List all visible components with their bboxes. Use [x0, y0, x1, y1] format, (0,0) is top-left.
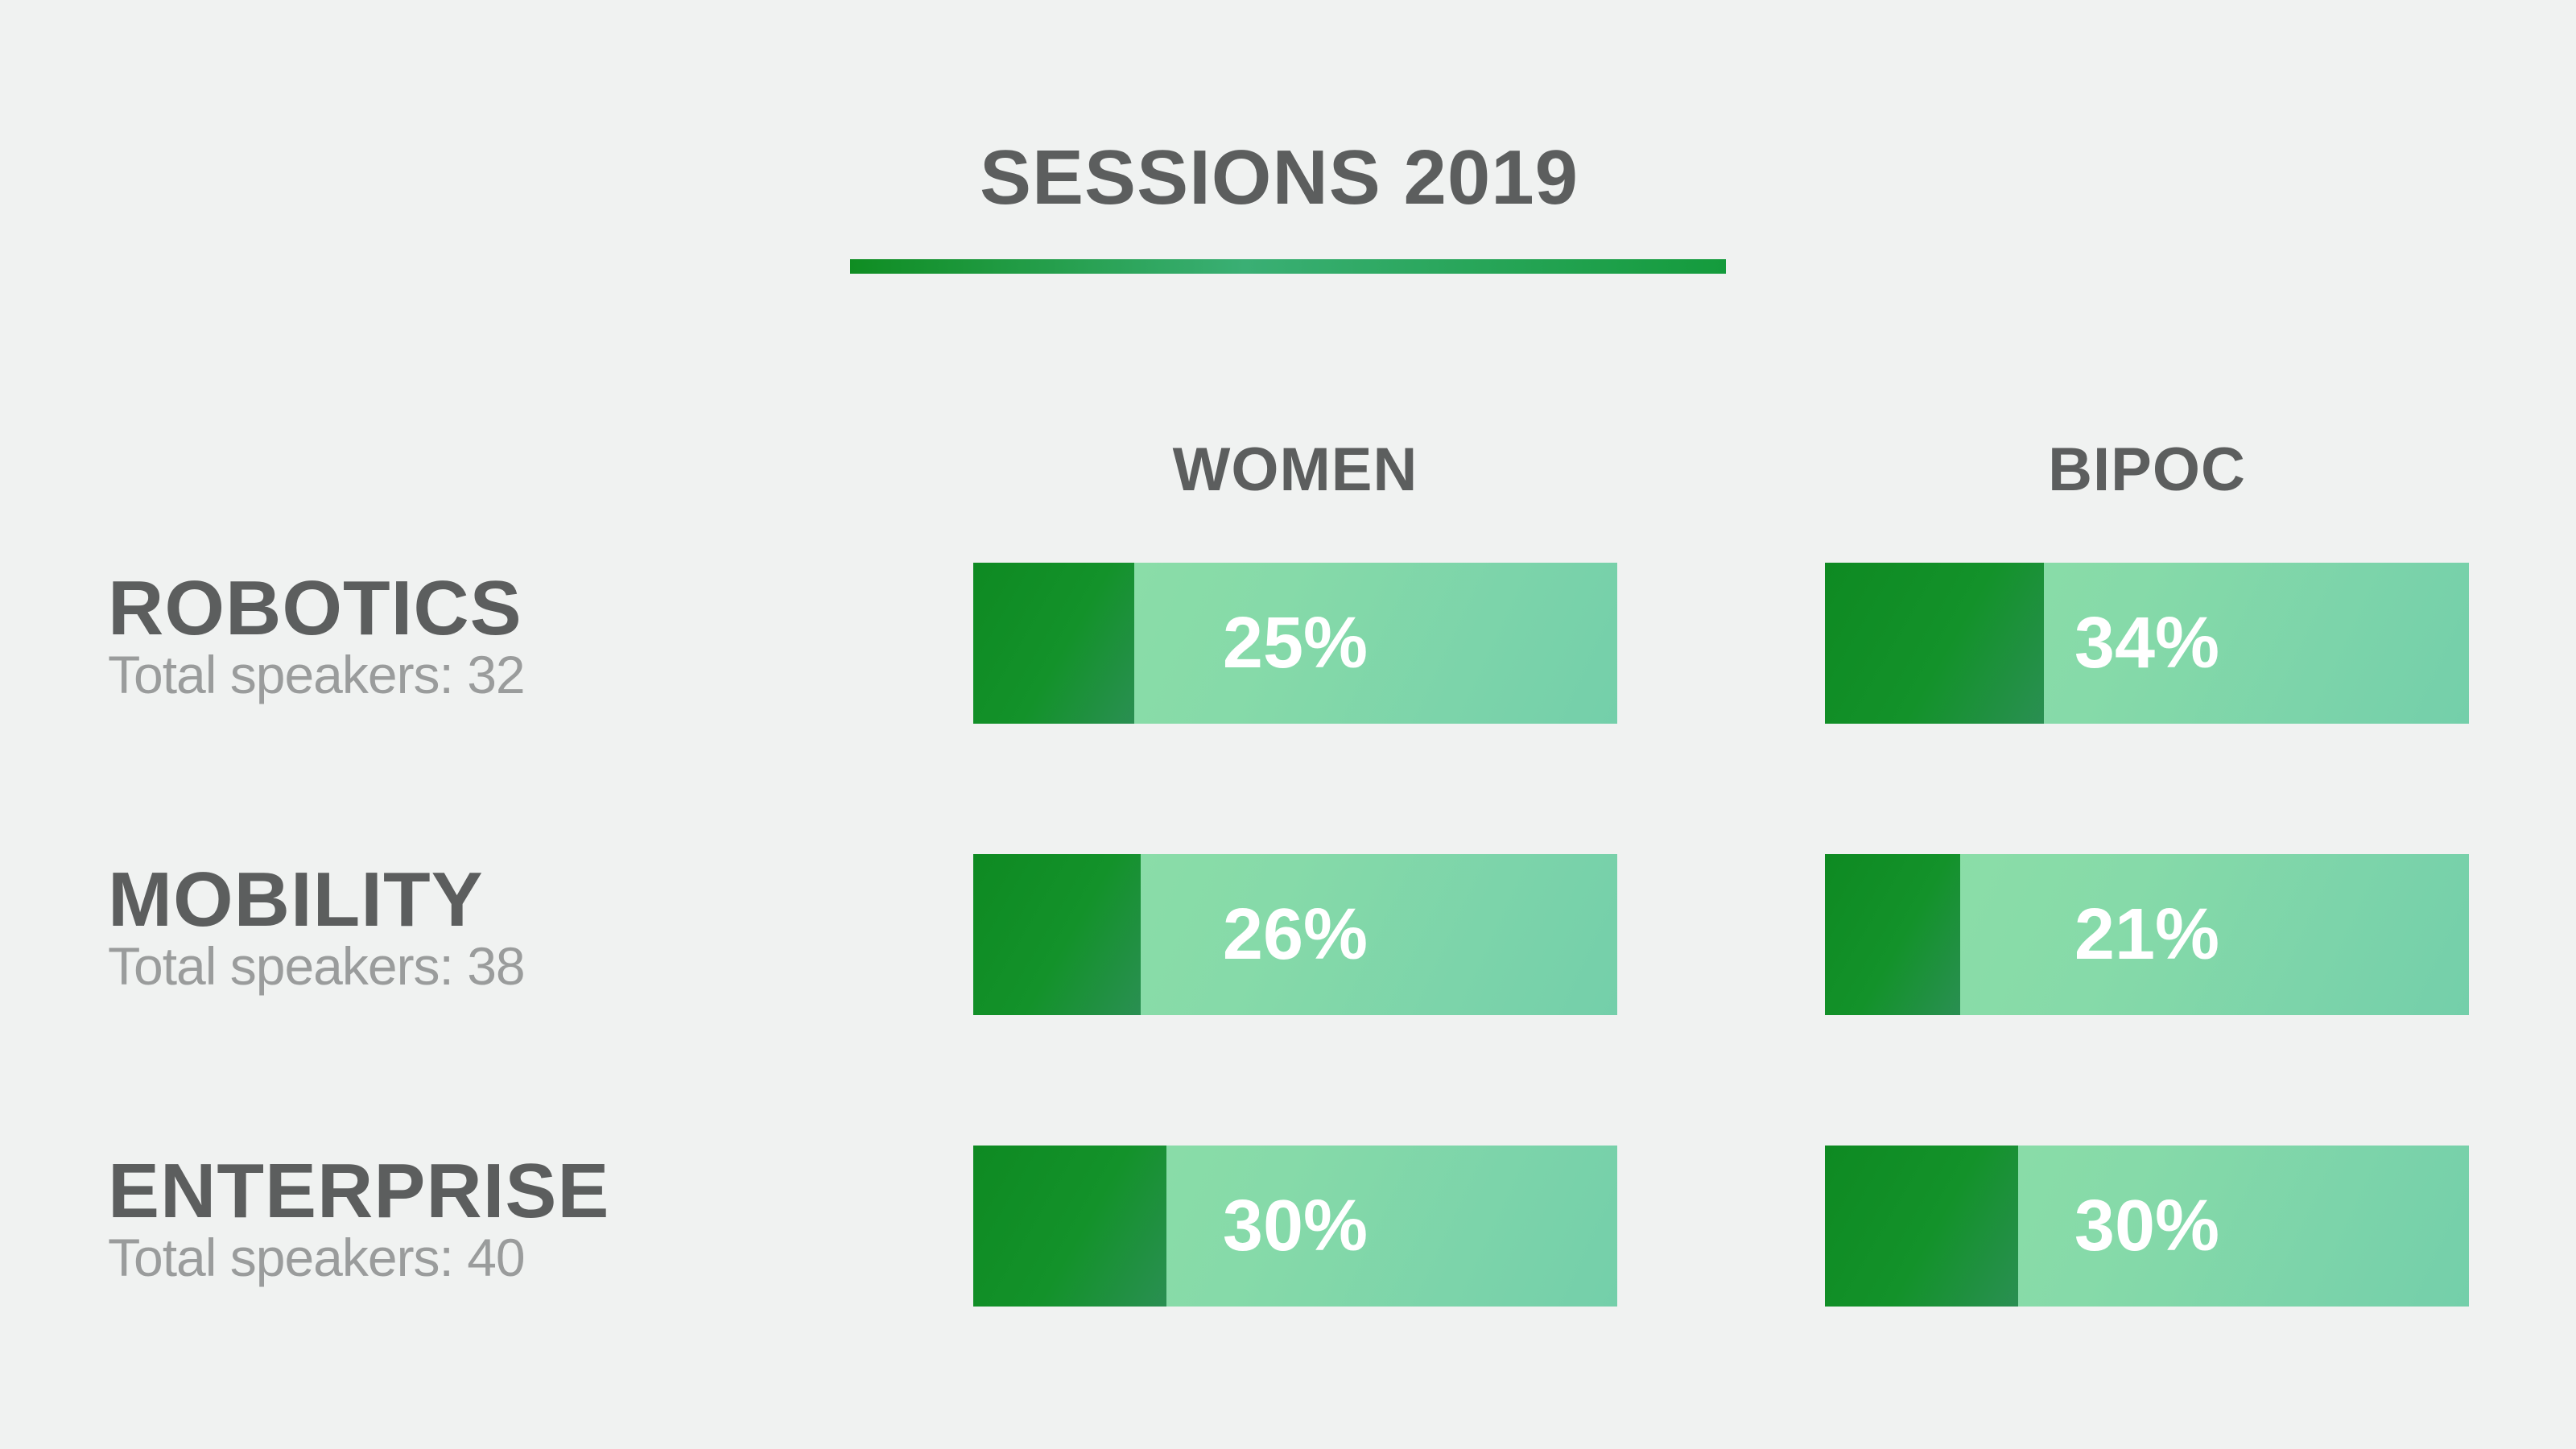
- bar-women-mobility: 26%: [973, 854, 1617, 1015]
- category-name: ENTERPRISE: [108, 1148, 610, 1234]
- bar-value-label: 26%: [1222, 894, 1368, 975]
- title-underline: [850, 259, 1726, 274]
- chart-title: SESSIONS 2019: [979, 134, 1579, 221]
- bar-value-label: 34%: [2074, 603, 2220, 683]
- category-name: ROBOTICS: [108, 565, 522, 651]
- bar-value-label: 30%: [1222, 1186, 1368, 1266]
- category-total: Total speakers: 38: [108, 936, 526, 996]
- category-total: Total speakers: 40: [108, 1228, 526, 1287]
- bar-women-robotics: 25%: [973, 563, 1617, 724]
- bar-fill: [973, 854, 1141, 1015]
- bar-fill: [973, 1146, 1166, 1307]
- row-label-robotics: ROBOTICS Total speakers: 32: [108, 565, 526, 705]
- bar-women-enterprise: 30%: [973, 1146, 1617, 1307]
- bar-bipoc-robotics: 34%: [1825, 563, 2469, 724]
- row-label-enterprise: ENTERPRISE Total speakers: 40: [108, 1151, 609, 1288]
- bar-value-label: 21%: [2074, 894, 2220, 975]
- bar-fill: [1825, 563, 2044, 724]
- category-total: Total speakers: 32: [108, 645, 526, 704]
- bar-fill: [973, 563, 1134, 724]
- bar-bipoc-enterprise: 30%: [1825, 1146, 2469, 1307]
- bar-bipoc-mobility: 21%: [1825, 854, 2469, 1015]
- column-header-women: WOMEN: [1172, 436, 1418, 504]
- bar-fill: [1825, 854, 1960, 1015]
- bar-value-label: 30%: [2074, 1186, 2220, 1266]
- column-header-bipoc: BIPOC: [2048, 436, 2246, 504]
- row-label-mobility: MOBILITY Total speakers: 38: [108, 857, 526, 997]
- bar-value-label: 25%: [1222, 603, 1368, 683]
- category-name: MOBILITY: [108, 857, 484, 943]
- bar-fill: [1825, 1146, 2018, 1307]
